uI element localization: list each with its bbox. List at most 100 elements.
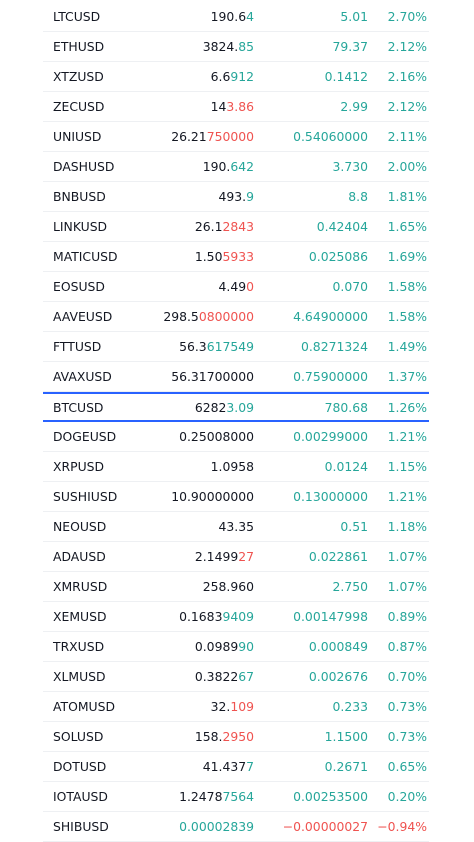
watchlist-row[interactable]: LINKUSD 26.12843 0.42404 1.65%	[43, 212, 429, 242]
last-price: 190.64	[211, 2, 254, 31]
last-price: 4.490	[219, 272, 254, 301]
symbol-label: XLMUSD	[53, 669, 106, 684]
last-price-base: 0.1683	[179, 609, 223, 624]
change-value: 0.233	[332, 699, 368, 714]
last-price: 493.9	[219, 182, 254, 211]
symbol-label: XRPUSD	[53, 459, 105, 474]
last-price-tick-highlight: 0	[246, 279, 254, 294]
watchlist-row[interactable]: ZECUSD 143.86 2.99 2.12%	[43, 92, 429, 122]
watchlist-row[interactable]: DOTUSD 41.4377 0.2671 0.65%	[43, 752, 429, 782]
change-percent: 0.20%	[387, 789, 427, 804]
watchlist-row[interactable]: MATICUSD 1.505933 0.025086 1.69%	[43, 242, 429, 272]
watchlist-row[interactable]: LTCUSD 190.64 5.01 2.70%	[43, 2, 429, 32]
last-price: 26.21750000	[171, 122, 254, 151]
watchlist-row[interactable]: AVAXUSD 56.31700000 0.75900000 1.37%	[43, 362, 429, 392]
symbol-label: LINKUSD	[53, 219, 108, 234]
change-value: −0.00000027	[282, 819, 368, 834]
change-value: 0.13000000	[293, 489, 368, 504]
watchlist-row[interactable]: XLMUSD 0.382267 0.002676 0.70%	[43, 662, 429, 692]
change-value: 0.022861	[308, 549, 368, 564]
change-percent: 1.15%	[387, 459, 427, 474]
watchlist-row[interactable]: UNIUSD 26.21750000 0.54060000 2.11%	[43, 122, 429, 152]
watchlist-row[interactable]: FTTUSD 56.3617549 0.8271324 1.49%	[43, 332, 429, 362]
last-price-tick-highlight: 2843	[222, 219, 254, 234]
last-price-tick-highlight: 4	[246, 9, 254, 24]
watchlist-row[interactable]: SUSHIUSD 10.90000000 0.13000000 1.21%	[43, 482, 429, 512]
last-price-base: 41.437	[202, 759, 247, 774]
last-price: 0.382267	[195, 662, 254, 691]
last-price-tick-highlight: 617549	[206, 339, 254, 354]
change-percent: 2.00%	[387, 159, 427, 174]
watchlist-row[interactable]: EOSUSD 4.490 0.070 1.58%	[43, 272, 429, 302]
symbol-label: DASHUSD	[53, 159, 115, 174]
last-price: 32.109	[211, 692, 254, 721]
change-value: 0.8271324	[300, 339, 368, 354]
watchlist-row[interactable]: AAVEUSD 298.50800000 4.64900000 1.58%	[43, 302, 429, 332]
change-percent: 1.18%	[387, 519, 427, 534]
symbol-label: SUSHIUSD	[53, 489, 118, 504]
change-percent: 2.16%	[387, 69, 427, 84]
change-percent: 2.70%	[387, 9, 427, 24]
watchlist-row[interactable]: ETHUSD 3824.85 79.37 2.12%	[43, 32, 429, 62]
watchlist-row[interactable]: BNBUSD 493.9 8.8 1.81%	[43, 182, 429, 212]
last-price-base: 6282	[194, 400, 227, 415]
change-percent: 1.65%	[387, 219, 427, 234]
symbol-label: AAVEUSD	[53, 309, 113, 324]
change-value: 0.75900000	[293, 369, 368, 384]
change-percent: 2.11%	[387, 129, 427, 144]
watchlist-row[interactable]: SHIBUSD 0.00002839 −0.00000027 −0.94%	[43, 812, 429, 842]
last-price-base: 0.3822	[194, 669, 239, 684]
last-price-tick-highlight: 5933	[222, 249, 254, 264]
watchlist-row[interactable]: IOTAUSD 1.24787564 0.00253500 0.20%	[43, 782, 429, 812]
watchlist-row[interactable]: ATOMUSD 32.109 0.233 0.73%	[43, 692, 429, 722]
change-percent: 0.89%	[387, 609, 427, 624]
last-price: 1.505933	[195, 242, 254, 271]
last-price-tick-highlight: 750000	[206, 129, 254, 144]
last-price-tick-highlight: 85	[238, 39, 254, 54]
watchlist-row[interactable]: BTCUSD 62823.09 780.68 1.26%	[43, 392, 429, 422]
change-value: 0.002676	[308, 669, 368, 684]
last-price-base: 26.21	[171, 129, 207, 144]
symbol-label: ZECUSD	[53, 99, 105, 114]
change-value: 780.68	[324, 400, 368, 415]
last-price: 1.0958	[211, 452, 254, 481]
last-price-base: 1.0958	[210, 459, 254, 474]
symbol-label: ETHUSD	[53, 39, 105, 54]
change-value: 79.37	[332, 39, 368, 54]
change-percent: 1.81%	[387, 189, 427, 204]
change-percent: 1.21%	[387, 429, 427, 444]
watchlist-row[interactable]: TRXUSD 0.098990 0.000849 0.87%	[43, 632, 429, 662]
change-value: 0.1412	[324, 69, 368, 84]
watchlist-row[interactable]: SOLUSD 158.2950 1.1500 0.73%	[43, 722, 429, 752]
last-price: 258.960	[203, 572, 254, 601]
symbol-label: XEMUSD	[53, 609, 107, 624]
symbol-label: EOSUSD	[53, 279, 105, 294]
symbol-label: AVAXUSD	[53, 369, 112, 384]
watchlist-row[interactable]: ADAUSD 2.149927 0.022861 1.07%	[43, 542, 429, 572]
last-price: 3824.85	[203, 32, 254, 61]
last-price: 0.098990	[195, 632, 254, 661]
change-percent: 2.12%	[387, 99, 427, 114]
watchlist-row[interactable]: XRPUSD 1.0958 0.0124 1.15%	[43, 452, 429, 482]
watchlist-row[interactable]: NEOUSD 43.35 0.51 1.18%	[43, 512, 429, 542]
last-price-base: 298.5	[163, 309, 199, 324]
last-price: 56.3617549	[179, 332, 254, 361]
last-price-base: 14	[210, 99, 227, 114]
last-price-base: 1.2478	[179, 789, 223, 804]
change-percent: 0.70%	[387, 669, 427, 684]
last-price: 2.149927	[195, 542, 254, 571]
last-price-base: 190.	[202, 159, 231, 174]
watchlist-row[interactable]: XTZUSD 6.6912 0.1412 2.16%	[43, 62, 429, 92]
watchlist-row[interactable]: DASHUSD 190.642 3.730 2.00%	[43, 152, 429, 182]
change-value: 0.42404	[316, 219, 368, 234]
symbol-label: SOLUSD	[53, 729, 104, 744]
symbol-label: FTTUSD	[53, 339, 102, 354]
change-value: 1.1500	[324, 729, 368, 744]
change-percent: 2.12%	[387, 39, 427, 54]
last-price: 143.86	[211, 92, 254, 121]
last-price-tick-highlight: 642	[230, 159, 254, 174]
watchlist-row[interactable]: DOGEUSD 0.25008000 0.00299000 1.21%	[43, 422, 429, 452]
last-price-tick-highlight: 67	[238, 669, 254, 684]
watchlist-row[interactable]: XMRUSD 258.960 2.750 1.07%	[43, 572, 429, 602]
watchlist-row[interactable]: XEMUSD 0.16839409 0.00147998 0.89%	[43, 602, 429, 632]
